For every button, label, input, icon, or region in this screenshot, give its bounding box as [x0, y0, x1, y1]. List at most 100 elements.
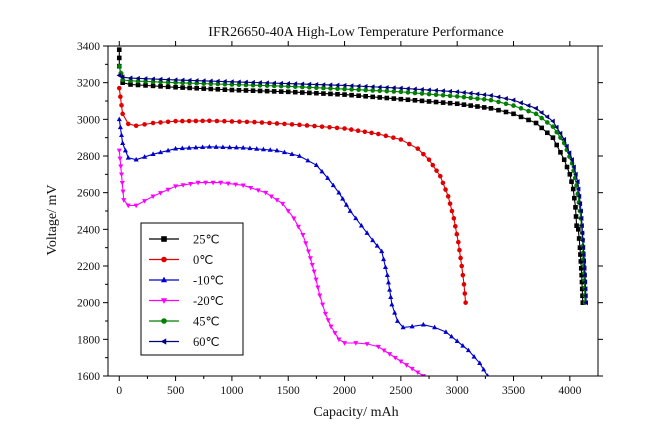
- data-point: [134, 123, 139, 128]
- data-point: [303, 241, 308, 246]
- data-point: [320, 124, 325, 129]
- data-point: [461, 273, 466, 278]
- data-point: [286, 90, 291, 95]
- y-tick-label: 2600: [77, 188, 100, 200]
- legend-box: [141, 223, 243, 355]
- data-point: [117, 149, 122, 154]
- data-point: [395, 318, 400, 323]
- data-point: [399, 137, 404, 142]
- data-point: [454, 89, 459, 94]
- data-point: [410, 367, 415, 372]
- data-point: [434, 100, 439, 105]
- data-point: [356, 128, 361, 133]
- data-point: [489, 98, 494, 103]
- data-point: [151, 121, 156, 126]
- data-point: [119, 103, 124, 108]
- x-tick-label: 1500: [277, 385, 300, 397]
- data-point: [393, 356, 398, 361]
- data-point: [194, 86, 199, 91]
- data-point: [117, 86, 122, 91]
- data-point: [441, 181, 446, 186]
- data-point: [377, 95, 382, 100]
- data-point: [245, 120, 250, 125]
- data-point: [230, 88, 235, 93]
- chart-title: IFR26650-40A High-Low Temperature Perfor…: [208, 25, 503, 40]
- data-point: [315, 286, 320, 291]
- data-point: [457, 248, 462, 253]
- data-point: [290, 122, 295, 127]
- data-point: [448, 201, 453, 206]
- data-point: [389, 302, 394, 307]
- data-point: [263, 191, 268, 196]
- data-point: [187, 119, 192, 124]
- data-point: [475, 92, 480, 97]
- data-point: [475, 96, 480, 101]
- data-point: [571, 187, 576, 192]
- data-point: [222, 119, 227, 124]
- data-point: [399, 97, 404, 102]
- data-point: [463, 300, 468, 305]
- data-point: [482, 105, 487, 110]
- data-point: [272, 89, 277, 94]
- y-tick-label: 2000: [77, 298, 100, 310]
- data-point: [363, 94, 368, 99]
- data-point: [511, 98, 516, 103]
- data-point: [554, 143, 559, 148]
- data-point: [282, 122, 287, 127]
- data-point: [201, 86, 206, 91]
- data-point: [265, 89, 270, 94]
- x-tick-label: 2500: [389, 385, 412, 397]
- x-tick-label: 2000: [333, 385, 356, 397]
- data-point: [558, 150, 563, 155]
- data-point: [297, 123, 302, 128]
- data-point: [207, 119, 212, 124]
- data-point: [119, 172, 124, 177]
- data-point: [565, 165, 570, 170]
- data-point: [576, 227, 581, 232]
- data-point: [534, 112, 539, 117]
- data-point: [386, 280, 391, 285]
- data-point: [117, 157, 122, 162]
- data-point: [387, 287, 392, 292]
- data-point: [370, 95, 375, 100]
- legend-label: 0℃: [193, 253, 213, 267]
- data-point: [328, 92, 333, 97]
- data-point: [430, 163, 435, 168]
- data-point: [462, 282, 467, 287]
- data-point: [427, 157, 432, 162]
- data-point: [450, 209, 455, 214]
- data-point: [462, 95, 467, 100]
- data-point: [475, 104, 480, 109]
- data-point: [117, 56, 122, 61]
- data-point: [462, 291, 467, 296]
- data-point: [504, 101, 509, 106]
- y-tick-label: 3000: [77, 114, 100, 126]
- data-point: [433, 88, 438, 93]
- data-point: [363, 130, 368, 135]
- data-point: [123, 148, 128, 153]
- legend-label: 25℃: [193, 233, 220, 247]
- data-point: [187, 86, 192, 91]
- data-point: [267, 121, 272, 126]
- legend: 25℃ 0℃ -10℃ -20℃ 45℃ 60℃: [141, 223, 243, 355]
- data-point: [300, 233, 305, 238]
- data-point: [455, 94, 460, 99]
- data-point: [427, 92, 432, 97]
- data-point: [381, 348, 386, 353]
- data-point: [342, 92, 347, 97]
- data-point: [569, 179, 574, 184]
- data-point: [180, 85, 185, 90]
- data-point: [308, 256, 313, 261]
- data-point: [310, 263, 315, 268]
- data-point: [305, 123, 310, 128]
- legend-label: -20℃: [193, 294, 224, 308]
- data-point: [392, 96, 397, 101]
- data-point: [120, 181, 125, 186]
- data-point: [526, 109, 531, 114]
- data-point: [441, 100, 446, 105]
- data-point: [158, 84, 163, 89]
- data-point: [413, 98, 418, 103]
- data-point: [462, 102, 467, 107]
- data-point: [468, 96, 473, 101]
- data-point: [468, 103, 473, 108]
